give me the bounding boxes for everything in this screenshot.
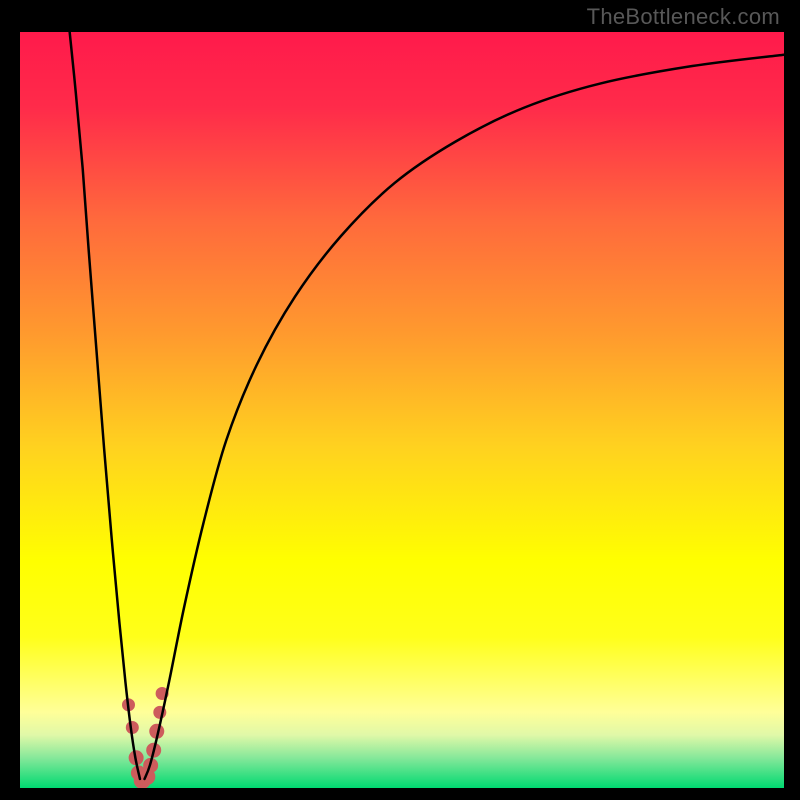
watermark-text: TheBottleneck.com bbox=[587, 4, 780, 30]
plot-svg bbox=[0, 0, 800, 800]
chart-container: TheBottleneck.com bbox=[0, 0, 800, 800]
plot-background bbox=[20, 32, 784, 788]
